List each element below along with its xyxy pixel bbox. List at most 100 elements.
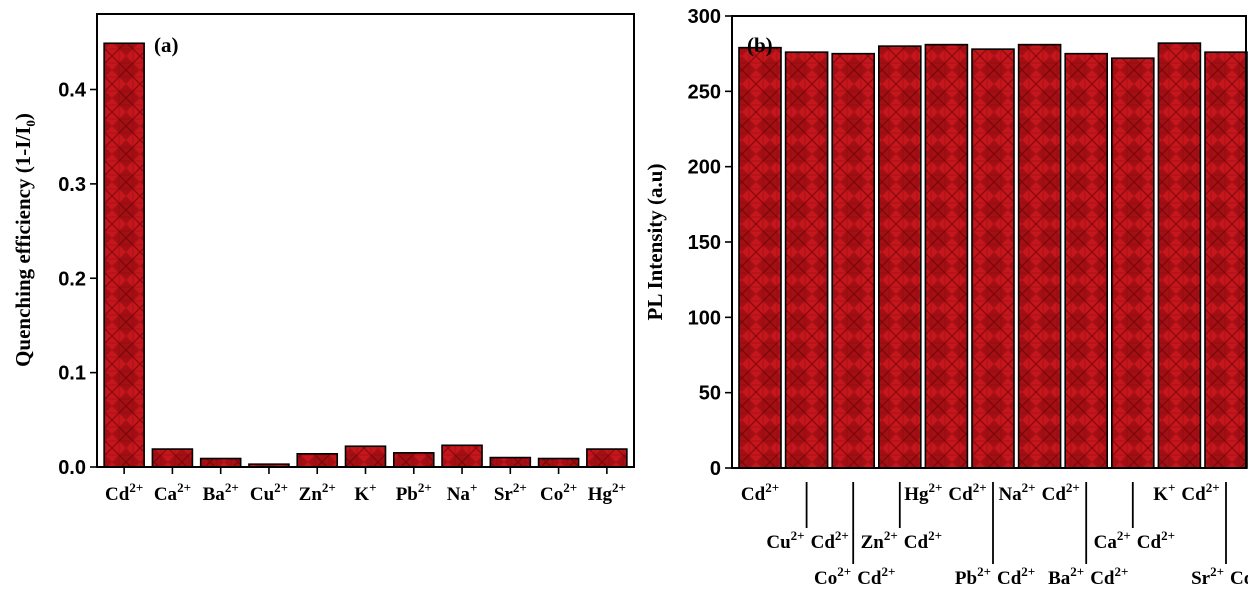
panel-b-xtick-label-cd: Cd2+: [741, 480, 779, 505]
panel-a-xtick-label-ca-sup: 2+: [177, 480, 191, 495]
panel-b-xticks: Cd2+Cu2+ Cd2+Co2+ Cd2+Zn2+ Cd2+Hg2+ Cd2+Pb2+…: [741, 480, 1248, 589]
panel-b-xtick-label-hg-cd-second-sup: 2+: [973, 480, 987, 495]
panel-a-xtick-label-co-base: Co: [540, 484, 563, 505]
panel-b-ytick-label: 0: [710, 458, 721, 480]
panel-a-xtick-label-cd: Cd2+: [105, 480, 143, 505]
panel-a-yticks: 0.0 0.1 0.2 0.3 0.4: [58, 80, 97, 479]
panel-b-xtick-label-k-cd-first: K+: [1153, 480, 1175, 505]
panel-b-xtick-label-cu-cd-second-base: Cd: [811, 532, 836, 553]
panel-a-xtick-label-k-sup: +: [369, 480, 376, 495]
panel-b-xtick-label-sr-cd-second-base: Cd: [1230, 568, 1248, 589]
panel-a-xtick-label-ba-sup: 2+: [225, 480, 239, 495]
panel-b-xtick-label-cd-base: Cd: [741, 484, 766, 505]
panel-b-xtick-label-k-cd-first-base: K: [1153, 484, 1168, 505]
panel-a-xticks: Cd2+ Ca2+ Ba2+ Cu2+ Zn2+ K+ Pb2+ Na+ Sr2+ Co2+ Hg2…: [105, 467, 626, 505]
panel-b-ytick-label: 200: [688, 157, 721, 179]
panel-b-xtick-label-na-cd-second-sup: 2+: [1066, 480, 1080, 495]
panel-a: 0.00.10.20.30.4 Cd2+ Ca2+ Ba2+ Cu2+ Zn2+ K+ Pb…: [11, 13, 635, 505]
panel-a-xtick-label-hg-sup: 2+: [612, 480, 626, 495]
panel-a-xtick-label-zn: Zn2+: [299, 480, 336, 505]
panel-b-xtick-label-cu-cd-second: Cd2+: [811, 528, 849, 553]
panel-b-bar-cd: [738, 46, 782, 469]
panel-b-xtick-label-pb-cd-first-sup: 2+: [977, 564, 991, 579]
panel-a-xtick-label-pb-sup: 2+: [418, 480, 432, 495]
panel-a-xtick-label-ca: Ca2+: [154, 480, 191, 505]
panel-a-bar-ba: [199, 457, 242, 468]
panel-b-xtick-label-sr-cd-first: Sr2+: [1191, 564, 1224, 589]
panel-a-xtick-label-zn-sup: 2+: [322, 480, 336, 495]
panel-a-xtick-label-zn-base: Zn: [299, 484, 323, 505]
panel-a-bar-pb: [392, 452, 435, 468]
panel-b-xtick-label-zn-cd-second-base: Cd: [904, 532, 929, 553]
panel-b-xtick-label-ca-cd-first-base: Ca: [1094, 532, 1118, 553]
panel-b-xtick-label-co-cd-second-base: Cd: [857, 568, 882, 589]
panel-a-bar-k: [344, 445, 387, 468]
panel-b-xtick-label-co-cd-second-sup: 2+: [881, 564, 895, 579]
panel-a-bars: [103, 42, 628, 468]
panel-b-xtick-label-k-cd-first-sup: +: [1168, 480, 1175, 495]
panel-b-xtick-label-na-cd-first-base: Na: [998, 484, 1022, 505]
panel-b-bar-na-cd: [1017, 43, 1062, 469]
panel-a-bar-cd: [103, 42, 145, 468]
panel-b-xtick-label-k-cd-second: Cd2+: [1181, 480, 1219, 505]
panel-b-ytick-label: 300: [688, 6, 721, 28]
panel-b-xtick-label-na-cd-first-sup: 2+: [1022, 480, 1036, 495]
panel-b-ytick-label: 250: [688, 81, 721, 103]
panel-b-xtick-label-hg-cd-second-base: Cd: [948, 484, 973, 505]
panel-b-xtick-label-na-cd-second: Cd2+: [1042, 480, 1080, 505]
panel-a-xtick-label-na: Na+: [447, 480, 478, 505]
panel-a-bar-sr: [489, 456, 532, 468]
panel-b-xtick-label-zn-cd-first-base: Zn: [861, 532, 885, 553]
panel-b-xtick-label-ba-cd-second: Cd2+: [1090, 564, 1128, 589]
panel-b-bar-hg-cd: [924, 43, 969, 469]
panel-a-ylabel-sub: 0: [23, 120, 38, 127]
panel-b-xtick-label-zn-cd-second: Cd2+: [904, 528, 942, 553]
panel-b-xtick-label-cd-sup: 2+: [765, 480, 779, 495]
panel-a-ylabel-end: ): [11, 113, 35, 120]
panel-b-xtick-label-cu-cd-second-sup: 2+: [835, 528, 849, 543]
panel-b-xtick-label-co-cd-first-sup: 2+: [837, 564, 851, 579]
panel-b-bar-zn-cd: [877, 45, 922, 469]
panel-a-xtick-label-sr-base: Sr: [494, 484, 514, 505]
panel-b-yticks: 0 50 100 150 200 250 300: [688, 6, 732, 480]
panel-b-ytick-label: 150: [688, 232, 721, 254]
panel-b-bar-cu-cd: [784, 51, 829, 469]
panel-b-xtick-label-co-cd-first: Co2+: [814, 564, 851, 589]
panel-a-xtick-label-sr: Sr2+: [494, 480, 527, 505]
panel-a-ytick-label: 0.1: [58, 363, 86, 385]
panel-a-bar-na: [441, 444, 483, 468]
panel-a-ytick-label: 0.2: [58, 268, 86, 290]
panel-a-xtick-label-hg: Hg2+: [588, 480, 626, 505]
panel-b-xtick-label-cu-cd-first-sup: 2+: [791, 528, 805, 543]
panel-a-frame: [96, 13, 635, 468]
panel-a-xtick-label-co: Co2+: [540, 480, 577, 505]
panel-b-label: (b): [747, 33, 773, 57]
panel-a-xtick-label-cu: Cu2+: [250, 480, 288, 505]
panel-b-xtick-label-hg-cd-second: Cd2+: [948, 480, 986, 505]
panel-a-xtick-label-ba-base: Ba: [203, 484, 226, 505]
panel-b-xtick-label-ba-cd-second-sup: 2+: [1114, 564, 1128, 579]
panel-a-xtick-label-ca-base: Ca: [154, 484, 178, 505]
panel-a-xtick-label-cu-sup: 2+: [274, 480, 288, 495]
panel-a-xtick-label-na-sup: +: [470, 480, 477, 495]
panel-a-xtick-label-cu-base: Cu: [250, 484, 275, 505]
panel-a-ylabel-main: Quenching efficiency (1-I/I: [11, 127, 35, 367]
panel-b-xtick-label-hg-cd-first: Hg2+: [904, 480, 942, 505]
panel-b-xtick-label-zn-cd-second-sup: 2+: [928, 528, 942, 543]
panel-b-xtick-label-sr-cd-second: Cd2+: [1230, 564, 1248, 589]
panel-b-xtick-label-sr-cd-first-sup: 2+: [1210, 564, 1224, 579]
panel-a-xtick-label-sr-sup: 2+: [513, 480, 527, 495]
panel-b-xtick-label-zn-cd-first-sup: 2+: [884, 528, 898, 543]
panel-b-xtick-label-pb-cd-second: Cd2+: [997, 564, 1035, 589]
panel-b-bar-co-cd: [831, 52, 876, 469]
panel-a-xtick-label-cd-base: Cd: [105, 484, 130, 505]
panel-a-xtick-label-pb-base: Pb: [396, 484, 418, 505]
panel-b-xtick-label-k-cd-second-base: Cd: [1181, 484, 1206, 505]
panel-b-xtick-label-ba-cd-second-base: Cd: [1090, 568, 1115, 589]
panel-b-bar-sr-cd: [1204, 51, 1248, 469]
panel-a-ytick-label: 0.3: [58, 174, 86, 196]
panel-a-xtick-label-ba: Ba2+: [203, 480, 239, 505]
panel-a-xtick-label-co-sup: 2+: [563, 480, 577, 495]
panel-a-xtick-label-pb: Pb2+: [396, 480, 432, 505]
